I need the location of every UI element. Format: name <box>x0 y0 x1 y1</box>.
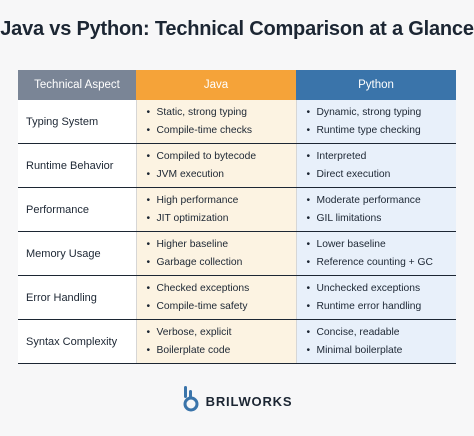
list-item: Compile-time safety <box>145 298 296 316</box>
python-cell: Dynamic, strong typing Runtime type chec… <box>296 100 456 144</box>
comparison-table: Technical Aspect Java Python Typing Syst… <box>18 70 456 364</box>
list-item: Unchecked exceptions <box>305 280 457 298</box>
brand: BRILWORKS <box>0 385 474 418</box>
header-technical-aspect: Technical Aspect <box>18 70 136 100</box>
python-cell: Moderate performance GIL limitations <box>296 187 457 232</box>
list-item: Reference counting + GC <box>305 254 457 272</box>
list-item: Moderate performance <box>305 192 457 210</box>
list-item: Runtime error handling <box>305 298 457 316</box>
java-cell: Verbose, explicit Boilerplate code <box>136 319 297 364</box>
aspect-cell: Error Handling <box>18 275 137 320</box>
aspect-cell: Performance <box>18 187 137 232</box>
aspect-cell: Runtime Behavior <box>18 143 137 188</box>
aspect-cell: Typing System <box>18 100 137 144</box>
list-item: Higher baseline <box>145 236 296 254</box>
java-cell: Static, strong typing Compile-time check… <box>136 100 297 144</box>
list-item: Dynamic, strong typing <box>305 104 457 122</box>
table-row: Typing System Static, strong typing Comp… <box>18 100 456 144</box>
list-item: GIL limitations <box>305 210 457 228</box>
list-item: Concise, readable <box>305 324 457 342</box>
list-item: Static, strong typing <box>145 104 296 122</box>
header-python: Python <box>296 70 456 100</box>
python-cell: Interpreted Direct execution <box>296 143 457 188</box>
header-row: Technical Aspect Java Python <box>18 70 456 100</box>
aspect-cell: Memory Usage <box>18 231 137 276</box>
table-row: Syntax Complexity Verbose, explicit Boil… <box>18 319 457 364</box>
list-item: Garbage collection <box>145 254 296 272</box>
table-row: Error Handling Checked exceptions Compil… <box>18 275 457 320</box>
java-cell: Higher baseline Garbage collection <box>136 231 297 276</box>
list-item: Checked exceptions <box>145 280 296 298</box>
list-item: Minimal boilerplate <box>305 342 457 360</box>
list-item: Compiled to bytecode <box>145 148 296 166</box>
java-cell: High performance JIT optimization <box>136 187 297 232</box>
list-item: Runtime type checking <box>305 122 457 140</box>
java-cell: Checked exceptions Compile-time safety <box>136 275 297 320</box>
brand-name: BRILWORKS <box>205 394 293 409</box>
table-row: Memory Usage Higher baseline Garbage col… <box>18 231 457 276</box>
list-item: Direct execution <box>305 166 457 184</box>
list-item: High performance <box>145 192 296 210</box>
list-item: JVM execution <box>145 166 296 184</box>
table-row: Performance High performance JIT optimiz… <box>18 187 457 232</box>
table-row: Runtime Behavior Compiled to bytecode JV… <box>18 143 457 188</box>
java-cell: Compiled to bytecode JVM execution <box>136 143 297 188</box>
list-item: Verbose, explicit <box>145 324 296 342</box>
list-item: Boilerplate code <box>145 342 296 360</box>
list-item: JIT optimization <box>145 210 296 228</box>
list-item: Interpreted <box>305 148 457 166</box>
page-title: Java vs Python: Technical Comparison at … <box>0 18 474 40</box>
python-cell: Unchecked exceptions Runtime error handl… <box>296 275 457 320</box>
header-java: Java <box>136 70 296 100</box>
python-cell: Lower baseline Reference counting + GC <box>296 231 457 276</box>
list-item: Lower baseline <box>305 236 457 254</box>
python-cell: Concise, readable Minimal boilerplate <box>296 319 457 364</box>
list-item: Compile-time checks <box>145 122 296 140</box>
brilworks-logo-icon <box>182 385 200 418</box>
aspect-cell: Syntax Complexity <box>18 319 137 364</box>
